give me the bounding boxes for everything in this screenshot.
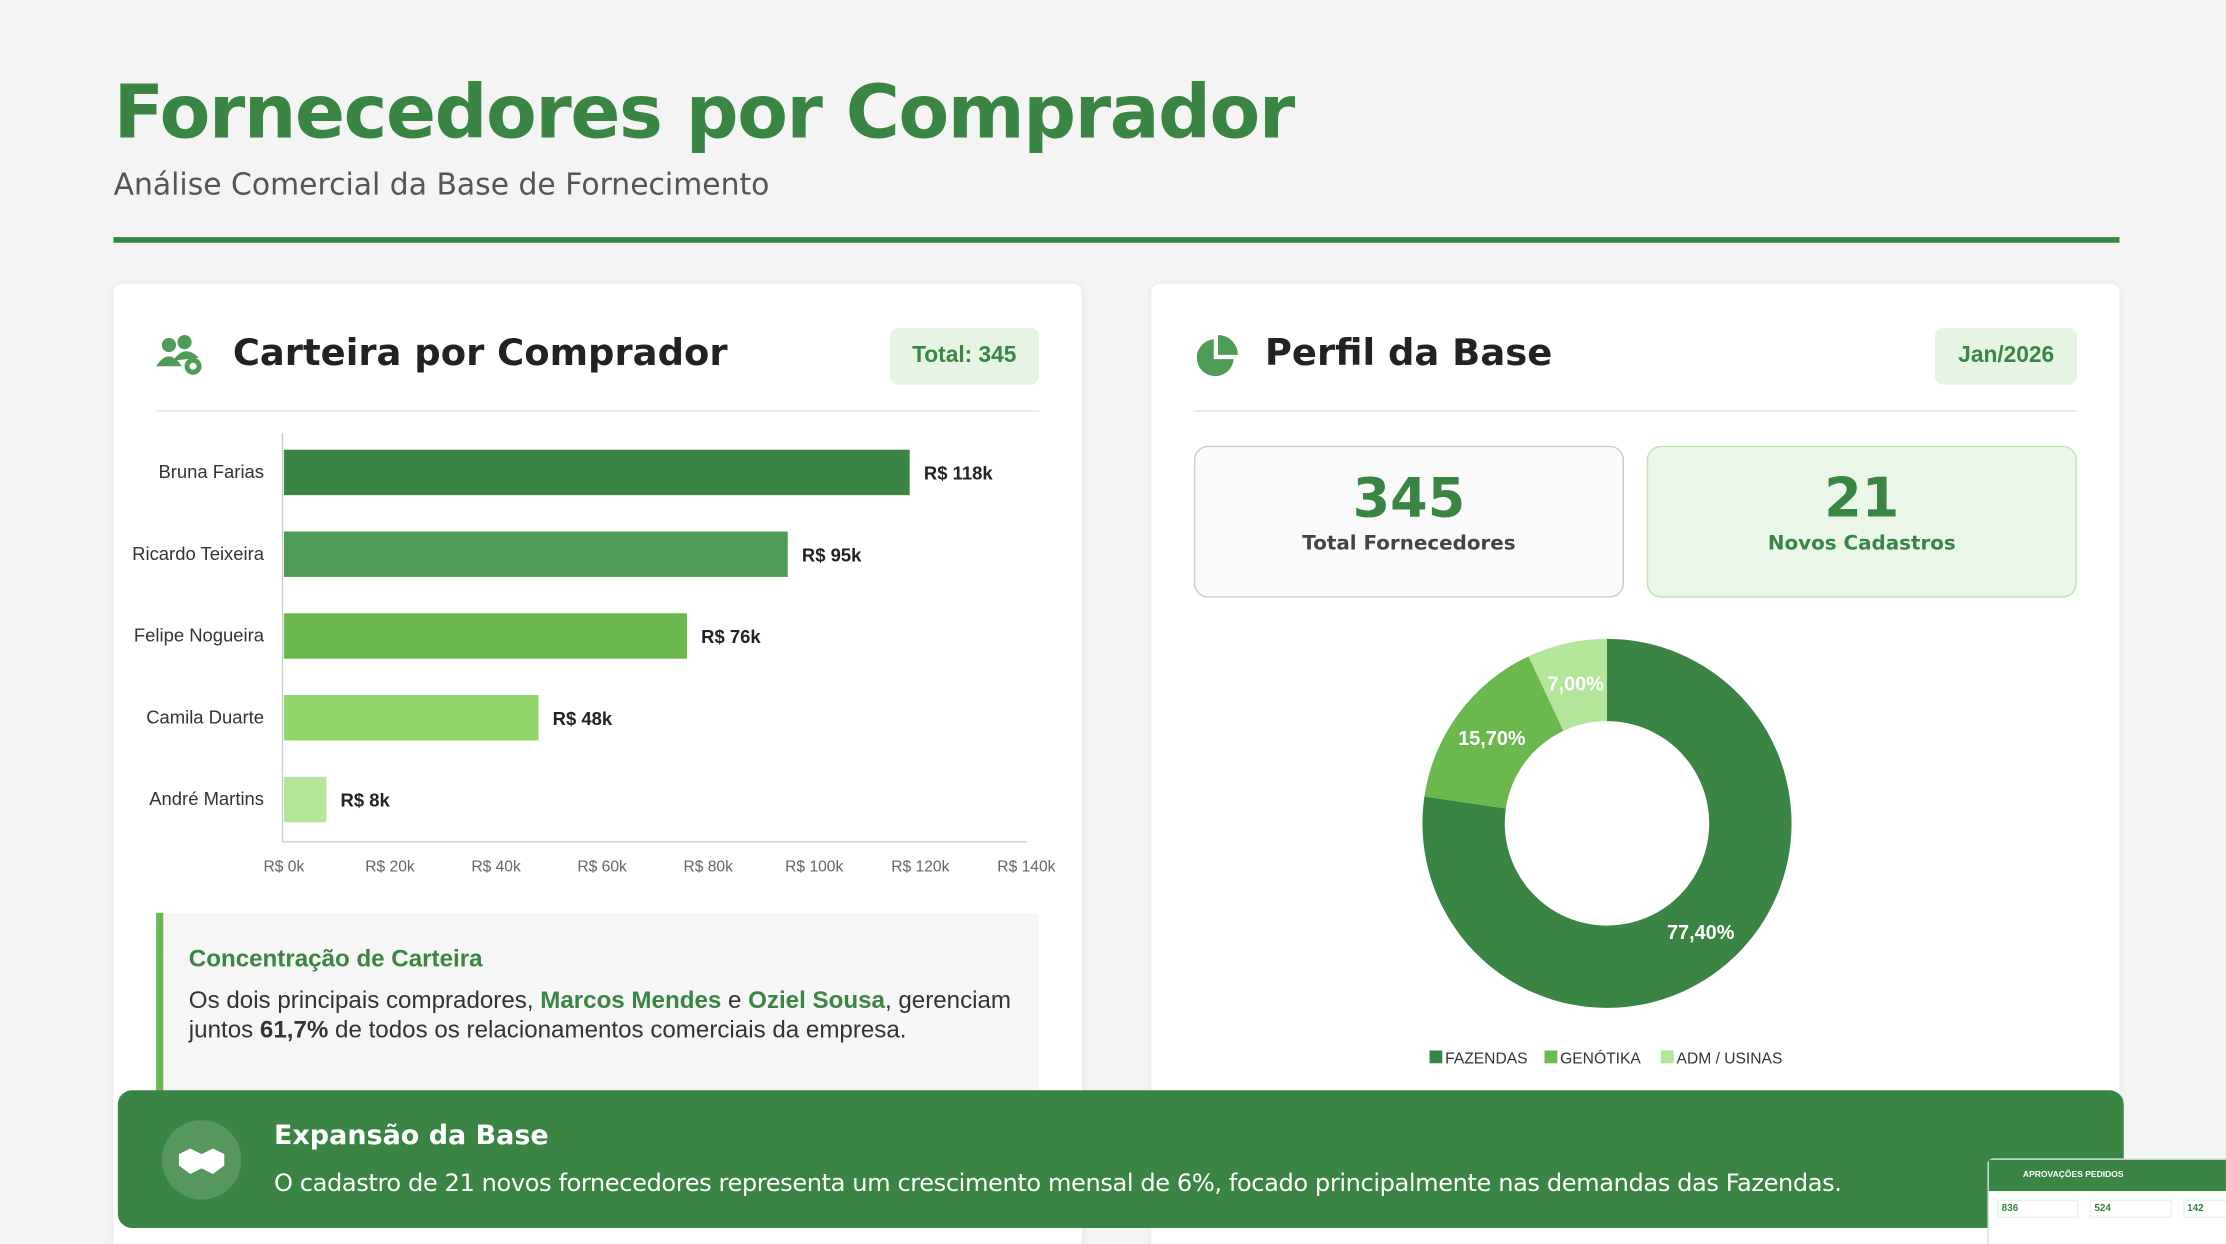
card-title: Carteira por Comprador bbox=[232, 332, 728, 375]
right-card: Perfil da Base Jan/2026 345 Total Fornece… bbox=[1151, 283, 2120, 1244]
page-title: Fornecedores por Comprador bbox=[113, 70, 1296, 157]
date-badge: Jan/2026 bbox=[1935, 327, 2077, 385]
x-tick-label: R$ 80k bbox=[683, 859, 733, 876]
thumb-value: 836 bbox=[1997, 1199, 2079, 1219]
bar bbox=[283, 776, 327, 823]
value-label: R$ 8k bbox=[341, 790, 391, 811]
legend-label: FAZENDAS bbox=[1445, 1050, 1527, 1067]
slice-label: 77,40% bbox=[1667, 922, 1735, 944]
text: , gerenciam juntos bbox=[188, 986, 1012, 1044]
legend-label: ADM / USINAS bbox=[1677, 1050, 1783, 1067]
card-title: Perfil da Base bbox=[1264, 332, 1553, 375]
page-subtitle: Análise Comercial da Base de Forneciment… bbox=[113, 167, 770, 202]
handshake-icon bbox=[161, 1120, 242, 1200]
legend-swatch bbox=[1544, 1050, 1558, 1064]
stat-value: 345 bbox=[1352, 467, 1466, 530]
pie-icon bbox=[1196, 335, 1238, 377]
legend-label: GENÓTIKA bbox=[1560, 1048, 1641, 1067]
insight-title: Concentração de Carteira bbox=[188, 945, 483, 973]
category-label: Bruna Farias bbox=[158, 461, 264, 482]
bar bbox=[283, 613, 687, 659]
bar bbox=[283, 449, 910, 496]
slice-label: 7,00% bbox=[1548, 674, 1605, 696]
value-label: R$ 48k bbox=[553, 708, 613, 729]
x-tick-label: R$ 120k bbox=[891, 859, 949, 876]
bar bbox=[283, 531, 788, 577]
highlight: Oziel Sousa bbox=[748, 986, 885, 1014]
insight-text: Os dois principais compradores, Marcos M… bbox=[189, 985, 1014, 1045]
thumb-value: 142 bbox=[2182, 1199, 2226, 1219]
value-label: R$ 118k bbox=[924, 463, 993, 484]
legend-swatch bbox=[1660, 1050, 1674, 1064]
x-tick-label: R$ 140k bbox=[997, 859, 1055, 876]
stat-value: 21 bbox=[1824, 467, 1900, 530]
category-label: Camila Duarte bbox=[146, 706, 264, 727]
category-label: Felipe Nogueira bbox=[134, 625, 265, 646]
x-tick-label: R$ 60k bbox=[577, 859, 627, 876]
thumb-title: APROVAÇÕES PEDIDOS bbox=[1988, 1159, 2226, 1192]
divider bbox=[156, 410, 1040, 412]
donut-slice bbox=[1422, 638, 1792, 1008]
value-label: R$ 95k bbox=[802, 544, 862, 565]
header-rule bbox=[113, 237, 2120, 243]
donut-slice bbox=[1528, 638, 1607, 731]
stat-label: Total Fornecedores bbox=[1302, 532, 1516, 556]
donut-slice bbox=[1424, 656, 1564, 809]
x-tick-label: R$ 0k bbox=[264, 859, 305, 876]
text: Os dois principais compradores, bbox=[188, 986, 541, 1014]
highlight: 61,7% bbox=[259, 1016, 329, 1044]
thumbnail: APROVAÇÕES PEDIDOS 836 524 142 bbox=[1987, 1158, 2226, 1244]
text: de todos os relacionamentos comerciais d… bbox=[328, 1016, 907, 1044]
slice-label: 15,70% bbox=[1458, 728, 1526, 750]
category-label: Ricardo Teixeira bbox=[132, 543, 265, 564]
value-label: R$ 76k bbox=[701, 626, 761, 647]
text: e bbox=[721, 986, 749, 1014]
x-tick-label: R$ 40k bbox=[471, 859, 521, 876]
stat-card: 21 Novos Cadastros bbox=[1646, 445, 2077, 598]
category-label: André Martins bbox=[149, 788, 264, 809]
x-tick-label: R$ 100k bbox=[785, 859, 843, 876]
stat-label: Novos Cadastros bbox=[1767, 532, 1956, 556]
divider bbox=[1193, 410, 2077, 412]
users-icon bbox=[156, 335, 202, 375]
legend-swatch bbox=[1429, 1050, 1443, 1064]
banner-text: O cadastro de 21 novos fornecedores repr… bbox=[273, 1169, 1842, 1199]
total-badge: Total: 345 bbox=[889, 327, 1040, 385]
bar bbox=[283, 695, 539, 741]
highlight: Marcos Mendes bbox=[540, 986, 722, 1014]
banner: Expansão da Base O cadastro de 21 novos … bbox=[117, 1090, 2124, 1228]
banner-title: Expansão da Base bbox=[273, 1120, 549, 1152]
x-tick-label: R$ 20k bbox=[365, 859, 415, 876]
stat-card: 345 Total Fornecedores bbox=[1193, 445, 1625, 598]
thumb-value: 524 bbox=[2090, 1199, 2172, 1219]
left-card: Carteira por Comprador Total: 345 Concen… bbox=[113, 283, 1082, 1244]
